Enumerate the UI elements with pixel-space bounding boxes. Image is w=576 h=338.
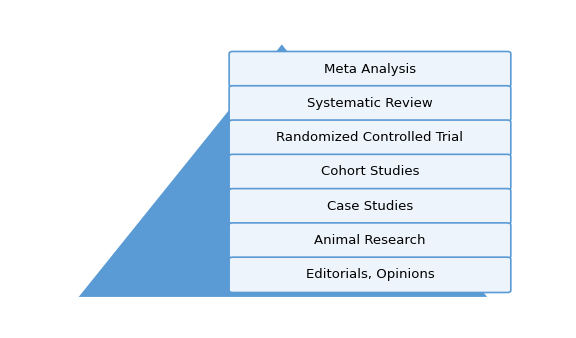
Text: Case Studies: Case Studies bbox=[327, 200, 413, 213]
Text: Cohort Studies: Cohort Studies bbox=[321, 166, 419, 178]
Polygon shape bbox=[79, 45, 487, 297]
Text: Randomized Controlled Trial: Randomized Controlled Trial bbox=[276, 131, 464, 144]
FancyBboxPatch shape bbox=[229, 86, 511, 121]
Text: Systematic Review: Systematic Review bbox=[307, 97, 433, 110]
FancyBboxPatch shape bbox=[229, 257, 511, 292]
Text: Editorials, Opinions: Editorials, Opinions bbox=[306, 268, 434, 281]
FancyBboxPatch shape bbox=[229, 223, 511, 258]
FancyBboxPatch shape bbox=[229, 154, 511, 190]
Text: Meta Analysis: Meta Analysis bbox=[324, 63, 416, 76]
Text: Animal Research: Animal Research bbox=[314, 234, 426, 247]
FancyBboxPatch shape bbox=[229, 189, 511, 224]
FancyBboxPatch shape bbox=[229, 120, 511, 155]
FancyBboxPatch shape bbox=[229, 51, 511, 87]
